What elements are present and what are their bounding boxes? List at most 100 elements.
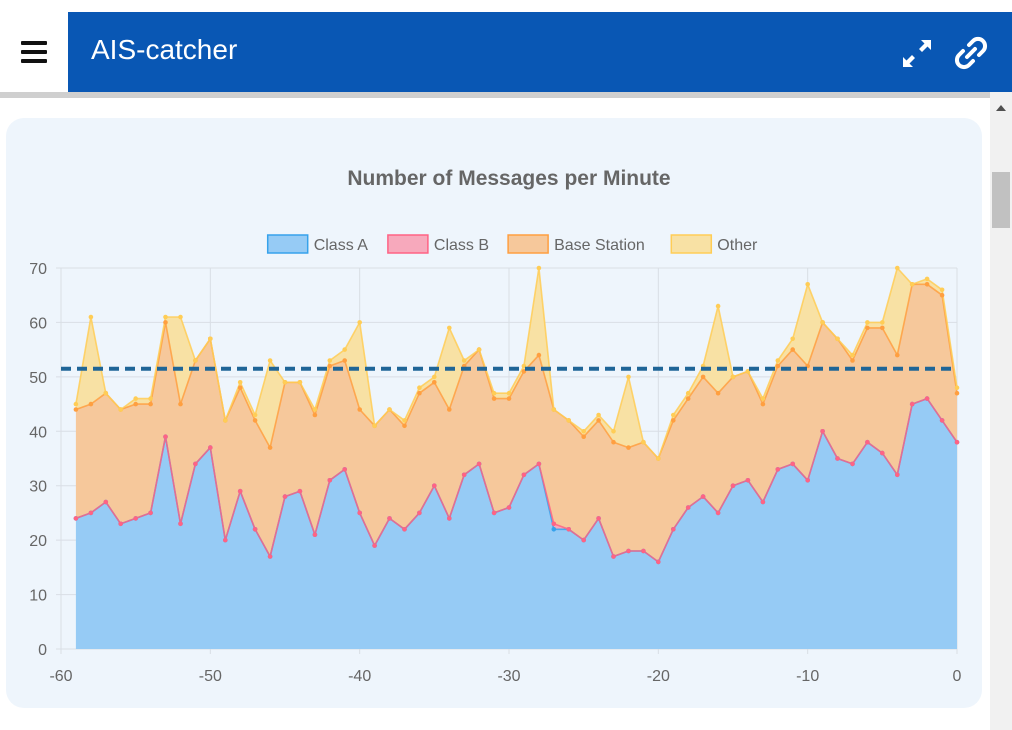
point-class-b bbox=[223, 537, 228, 543]
point-class-b bbox=[178, 521, 183, 527]
point-other bbox=[178, 314, 183, 320]
point-other bbox=[506, 390, 512, 396]
point-other bbox=[148, 396, 153, 401]
point-class-b bbox=[790, 461, 795, 467]
point-base-station bbox=[417, 390, 422, 396]
point-class-b bbox=[521, 472, 527, 478]
y-tick-label: 20 bbox=[29, 533, 47, 550]
menu-button[interactable] bbox=[0, 12, 68, 92]
point-other bbox=[671, 412, 676, 418]
point-other bbox=[88, 314, 94, 320]
point-class-b bbox=[671, 527, 676, 532]
point-class-b bbox=[924, 396, 930, 401]
legend-item-class-b[interactable]: Class B bbox=[387, 234, 489, 254]
scrollbar[interactable] bbox=[990, 92, 1012, 730]
chart-lines bbox=[75, 267, 958, 563]
point-class-b bbox=[327, 478, 333, 483]
point-class-b bbox=[252, 527, 258, 532]
point-base-station bbox=[581, 434, 586, 440]
point-other bbox=[372, 423, 377, 429]
point-class-b bbox=[148, 510, 153, 516]
scroll-thumb[interactable] bbox=[992, 172, 1010, 228]
point-base-station bbox=[939, 292, 945, 298]
point-other bbox=[402, 418, 407, 423]
link-icon[interactable] bbox=[952, 34, 990, 72]
point-base-station bbox=[237, 385, 243, 391]
point-other bbox=[939, 287, 945, 293]
point-class-b bbox=[73, 516, 79, 521]
point-class-b bbox=[387, 516, 392, 521]
point-class-b bbox=[850, 461, 855, 467]
point-class-b bbox=[551, 521, 557, 527]
point-other bbox=[387, 407, 392, 412]
point-other bbox=[267, 358, 273, 363]
point-class-b bbox=[506, 505, 512, 510]
chart-legend[interactable]: Class A Class B Base Station Other bbox=[266, 234, 758, 254]
y-tick-label: 0 bbox=[38, 642, 47, 659]
point-other bbox=[133, 396, 138, 401]
point-base-station bbox=[133, 401, 138, 407]
point-base-station bbox=[178, 401, 183, 407]
menu-icon bbox=[21, 41, 47, 63]
point-other bbox=[536, 265, 542, 271]
point-other bbox=[357, 320, 363, 325]
point-base-station bbox=[267, 445, 273, 450]
point-class-b bbox=[372, 543, 377, 548]
point-base-station bbox=[715, 390, 721, 396]
point-other bbox=[417, 385, 422, 391]
point-class-b bbox=[193, 461, 198, 467]
point-other bbox=[626, 374, 631, 380]
point-other bbox=[954, 385, 960, 391]
point-class-b bbox=[402, 527, 407, 532]
line-class-b bbox=[75, 397, 958, 563]
point-base-station bbox=[491, 396, 497, 401]
point-class-b bbox=[133, 516, 138, 521]
point-class-b bbox=[641, 548, 646, 554]
point-other bbox=[103, 390, 109, 396]
point-other bbox=[163, 314, 168, 320]
point-base-station bbox=[924, 282, 930, 287]
point-class-b bbox=[760, 499, 766, 505]
point-other bbox=[282, 380, 288, 385]
point-base-station bbox=[88, 401, 94, 407]
point-other bbox=[581, 429, 586, 434]
point-other bbox=[760, 396, 766, 401]
point-class-b bbox=[715, 510, 721, 516]
point-class-b bbox=[476, 461, 482, 467]
point-class-b bbox=[909, 401, 915, 407]
point-base-station bbox=[252, 418, 258, 423]
legend-item-other[interactable]: Other bbox=[670, 234, 758, 254]
point-class-b bbox=[820, 429, 825, 434]
point-class-b bbox=[282, 494, 288, 499]
x-tick-label: -30 bbox=[497, 668, 520, 685]
x-tick-label: -50 bbox=[199, 668, 222, 685]
scroll-up-arrow-icon[interactable] bbox=[990, 100, 1012, 116]
point-class-b bbox=[730, 483, 736, 489]
point-base-station bbox=[790, 347, 795, 352]
point-base-station bbox=[760, 401, 766, 407]
chart-tick-labels: 0 10 20 30 40 50 60 70 -60 -50 -40 -30 -20 -10 0 bbox=[29, 261, 961, 685]
point-base-station bbox=[865, 325, 870, 331]
point-base-station bbox=[447, 407, 452, 412]
point-other bbox=[432, 374, 437, 380]
point-base-station bbox=[148, 401, 153, 407]
point-base-station bbox=[880, 325, 885, 331]
fullscreen-icon[interactable] bbox=[898, 34, 936, 72]
point-class-b bbox=[835, 456, 840, 461]
point-class-b bbox=[237, 488, 243, 494]
point-class-b bbox=[297, 488, 303, 494]
point-class-b bbox=[805, 478, 810, 483]
legend-item-class-a[interactable]: Class A bbox=[266, 234, 369, 254]
legend-item-base-station[interactable]: Base Station bbox=[507, 234, 645, 254]
point-class-b bbox=[118, 521, 123, 527]
messages-chart: 0 10 20 30 40 50 60 70 -60 -50 -40 -30 -20 -10 0 Class… bbox=[29, 167, 961, 685]
point-other bbox=[193, 358, 198, 363]
point-other bbox=[835, 336, 840, 342]
point-other bbox=[895, 265, 900, 271]
point-class-b bbox=[357, 510, 363, 516]
point-class-b bbox=[656, 559, 661, 565]
point-other bbox=[118, 407, 123, 412]
point-other bbox=[805, 282, 810, 287]
point-base-station bbox=[357, 407, 363, 412]
point-class-a bbox=[551, 527, 557, 532]
